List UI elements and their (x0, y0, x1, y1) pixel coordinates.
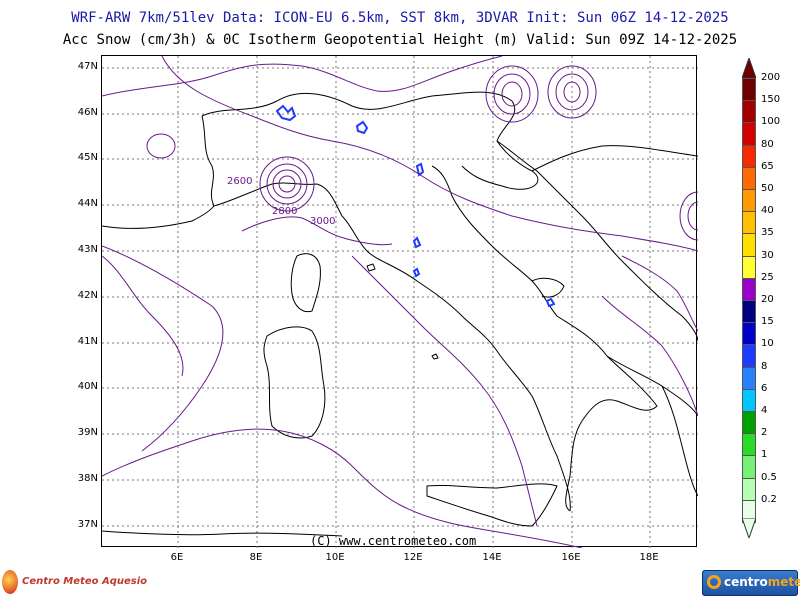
right-logo-text: centrometeo (724, 575, 800, 589)
legend-swatch (742, 411, 756, 435)
legend-value-label: 1 (761, 449, 768, 461)
isotherm-label-2800: 2800 (272, 206, 297, 217)
legend-swatch (742, 477, 756, 501)
legend-value-label: 65 (761, 160, 774, 172)
legend-value-label: 0.5 (761, 471, 777, 483)
snow-legend: 200 150 100 80 65 50 40 35 30 25 20 15 10 8 6 4 2 1 0.5 0.2 (738, 58, 798, 538)
lat-label-46n: 46N (77, 107, 98, 118)
legend-swatch (742, 100, 756, 124)
lat-label-41n: 41N (77, 336, 98, 347)
legend-swatch (742, 277, 756, 301)
left-logo-text: Centro Meteo Aquesio (22, 576, 147, 587)
centrometeo-logo: centrometeo (702, 570, 800, 596)
legend-value-label: 4 (761, 405, 768, 416)
legend-swatch (742, 233, 756, 257)
legend-swatch (742, 388, 756, 412)
lon-label-14e: 14E (482, 552, 502, 563)
legend-value-label: 150 (761, 94, 781, 106)
legend-swatch (742, 255, 756, 279)
graticule (102, 56, 698, 548)
lat-label-43n: 43N (77, 244, 98, 255)
lat-label-47n: 47N (77, 61, 98, 72)
legend-value-label: 15 (761, 316, 774, 328)
legend-value-label: 25 (761, 271, 774, 283)
field-valid-title: Acc Snow (cm/3h) & 0C Isotherm Geopotent… (62, 32, 738, 48)
legend-swatch (742, 122, 756, 146)
coastlines (102, 91, 698, 537)
legend-swatch (742, 344, 756, 368)
logo-word-centro: centro (724, 575, 768, 589)
legend-value-label: 50 (761, 183, 774, 194)
legend-value-label: 35 (761, 227, 774, 239)
map-panel: 2600 2800 3000 (101, 55, 698, 548)
legend-value-label: 0.2 (761, 493, 777, 505)
lat-label-38n: 38N (77, 473, 98, 484)
legend-swatch (742, 78, 756, 102)
lat-label-44n: 44N (77, 198, 98, 209)
legend-value-label: 8 (761, 360, 768, 372)
ring-logo-icon (707, 575, 721, 589)
legend-value-label: 10 (761, 338, 774, 350)
snow-accumulation (275, 104, 556, 308)
legend-swatch (742, 455, 756, 479)
isotherm-contours (102, 56, 698, 548)
legend-value-label: 2 (761, 427, 768, 439)
lon-label-12e: 12E (403, 552, 423, 563)
lat-label-39n: 39N (77, 427, 98, 438)
lat-label-42n: 42N (77, 290, 98, 301)
legend-value-label: 200 (761, 72, 781, 83)
centro-meteo-aquesio-logo: Centro Meteo Aquesio (0, 568, 147, 596)
lon-label-6e: 6E (170, 552, 184, 563)
lat-label-45n: 45N (77, 152, 98, 163)
legend-value-label: 6 (761, 382, 768, 394)
lat-label-37n: 37N (77, 519, 98, 530)
legend-swatch (742, 144, 756, 168)
legend-arrow-icon (742, 58, 756, 78)
lon-label-8e: 8E (249, 552, 263, 563)
legend-value-label: 80 (761, 138, 774, 150)
legend-value-label: 30 (761, 249, 774, 261)
model-info-title: WRF-ARW 7km/51lev Data: ICON-EU 6.5km, S… (71, 10, 729, 26)
legend-swatch (742, 166, 756, 190)
legend-value-label: 100 (761, 116, 781, 128)
lon-label-16e: 16E (561, 552, 581, 563)
lon-label-10e: 10E (325, 552, 345, 563)
legend-value-label: 20 (761, 294, 774, 305)
legend-swatch (742, 433, 756, 457)
logo-word-meteo: meteo (767, 575, 800, 589)
legend-swatch (742, 189, 756, 213)
copyright-text: (C) www.centrometeo.com (310, 534, 477, 548)
legend-swatch (742, 366, 756, 390)
isotherm-label-3000: 3000 (310, 216, 335, 227)
map-canvas: 2600 2800 3000 (102, 56, 698, 548)
legend-swatch (742, 300, 756, 324)
legend-value-label: 40 (761, 205, 774, 217)
lon-label-18e: 18E (639, 552, 659, 563)
flame-logo-icon (2, 570, 18, 594)
lat-label-40n: 40N (77, 381, 98, 392)
legend-arrow-bottom-icon (742, 518, 756, 538)
isotherm-label-2600: 2600 (227, 176, 252, 187)
legend-swatch (742, 322, 756, 346)
legend-swatch (742, 211, 756, 235)
